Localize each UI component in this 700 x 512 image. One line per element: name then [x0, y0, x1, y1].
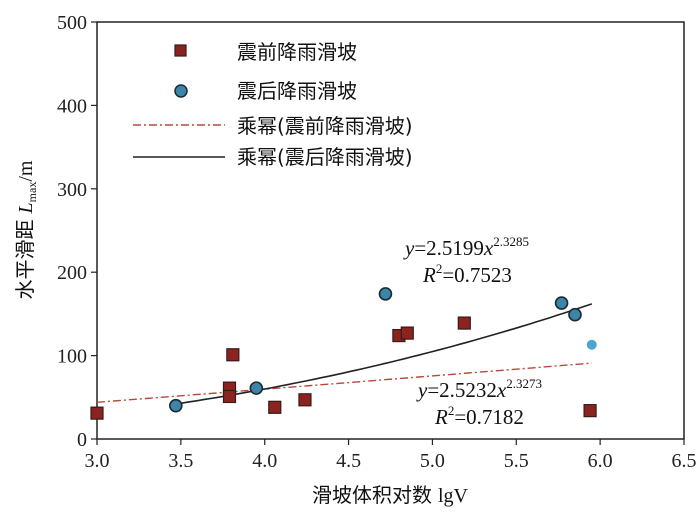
point-post-quake — [378, 287, 393, 301]
eq2-r2-value: =0.7523 — [442, 263, 512, 287]
data-points — [90, 287, 597, 420]
point-post-quake — [554, 296, 569, 310]
point-pre-quake — [268, 400, 282, 414]
legend-marker-post-quake — [174, 84, 188, 98]
axis-ticks: 3.0 3.5 4.0 4.5 5.0 5.5 6.0 6.5 0 100 200 300 400 500 — [57, 12, 697, 472]
point-pre-quake — [222, 389, 237, 404]
point-pre-quake — [226, 348, 240, 362]
x-tick-label: 6.0 — [588, 450, 613, 472]
equation-pre-quake: y=2.5232x2.3273 R2=0.7182 — [416, 376, 542, 429]
eq1-r-sup: 2 — [448, 403, 455, 418]
point-pre-quake — [457, 316, 471, 330]
x-axis-title: 滑坡体积对数 lgV — [312, 483, 469, 507]
eq2-x: x — [483, 236, 494, 260]
x-tick-label: 3.5 — [168, 450, 193, 472]
eq1-exponent: 2.3273 — [506, 376, 542, 391]
fit-line-post-quake — [175, 303, 593, 405]
point-pre-quake — [400, 326, 414, 340]
point-post-quake — [169, 398, 183, 413]
y-axis-title-main: 水平滑距 — [13, 219, 37, 299]
y-axis-title-sub: max — [25, 182, 39, 203]
y-tick-label: 400 — [57, 95, 87, 117]
x-tick-label: 5.5 — [504, 450, 529, 472]
eq1-r2-value: =0.7182 — [454, 405, 524, 429]
plot-border — [96, 21, 685, 440]
legend-label-post-quake: 震后降雨滑坡 — [237, 79, 357, 103]
point-post-quake — [249, 381, 264, 395]
eq2-exponent: 2.3285 — [493, 234, 529, 249]
x-axis-title-main: 滑坡体积对数 — [312, 483, 432, 507]
point-outlier — [586, 339, 597, 350]
point-pre-quake — [90, 406, 104, 420]
point-pre-quake — [298, 393, 312, 407]
eq1-coef: =2.5232 — [427, 378, 497, 402]
svg-text:y=2.5199x2.3285: y=2.5199x2.3285 — [403, 234, 529, 260]
y-axis-title-unit: /m — [15, 160, 37, 182]
x-tick-label: 3.0 — [85, 450, 110, 472]
y-tick-label: 200 — [57, 262, 87, 284]
svg-text:R2=0.7182: R2=0.7182 — [434, 403, 524, 429]
y-tick-label: 0 — [77, 429, 87, 451]
svg-text:y=2.5232x2.3273: y=2.5232x2.3273 — [416, 376, 542, 402]
x-tick-label: 5.0 — [420, 450, 445, 472]
legend: 震前降雨滑坡 震后降雨滑坡 乘幂(震前降雨滑坡) 乘幂(震后降雨滑坡) — [133, 40, 413, 169]
eq2-y: y — [403, 236, 415, 260]
legend-label-post-quake-fit: 乘幂(震后降雨滑坡) — [237, 145, 413, 169]
x-axis-title-unit: lgV — [438, 485, 469, 507]
eq2-r: R — [422, 263, 436, 287]
eq2-r-sup: 2 — [436, 261, 443, 276]
x-tick-label: 4.0 — [252, 450, 277, 472]
y-tick-label: 500 — [57, 12, 87, 34]
point-pre-quake — [583, 404, 597, 418]
x-tick-label: 6.5 — [672, 450, 697, 472]
equation-post-quake: y=2.5199x2.3285 R2=0.7523 — [403, 234, 529, 287]
eq1-x: x — [496, 378, 507, 402]
y-axis-title: 水平滑距 Lmax/m — [13, 160, 39, 299]
legend-label-pre-quake: 震前降雨滑坡 — [237, 40, 357, 64]
eq1-y: y — [416, 378, 428, 402]
y-tick-label: 100 — [57, 346, 87, 368]
point-post-quake — [568, 307, 582, 322]
y-tick-label: 300 — [57, 179, 87, 201]
svg-text:R2=0.7523: R2=0.7523 — [422, 261, 512, 287]
legend-label-pre-quake-fit: 乘幂(震前降雨滑坡) — [237, 114, 413, 138]
eq2-coef: =2.5199 — [414, 236, 484, 260]
y-axis-title-var: L — [15, 202, 37, 214]
legend-marker-pre-quake — [174, 44, 187, 57]
x-tick-label: 4.5 — [336, 450, 361, 472]
fit-line-pre-quake — [96, 362, 592, 403]
fit-lines — [96, 303, 593, 405]
eq1-r: R — [434, 405, 448, 429]
plot-area — [96, 21, 685, 440]
